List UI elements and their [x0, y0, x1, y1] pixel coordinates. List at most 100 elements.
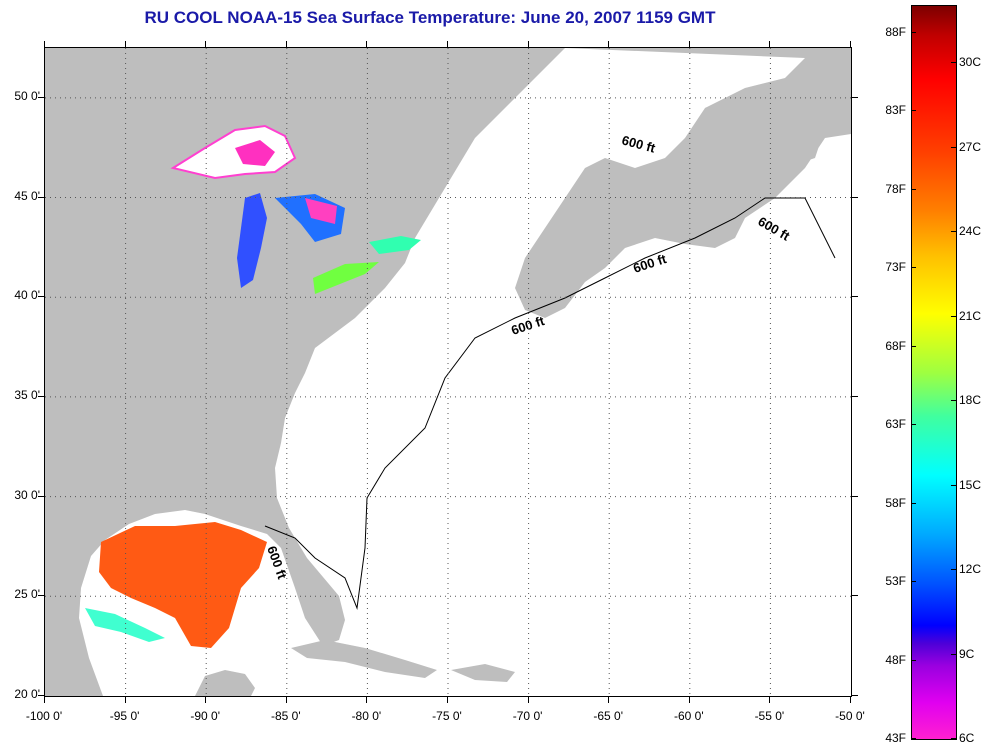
temperature-colorbar [911, 5, 957, 740]
x-tick-label: -85 0' [270, 709, 301, 723]
y-tick-mark [852, 495, 858, 497]
newfoundland-land [705, 88, 825, 168]
y-tick-label: 35 0' [14, 387, 40, 402]
colorbar-celsius-label: 9C [959, 646, 975, 661]
y-tick-label: 25 0' [14, 587, 40, 602]
depth-label-georges-bank: 600 ft [631, 251, 669, 276]
y-tick-mark [38, 695, 44, 696]
colorbar-celsius-label: 6C [959, 731, 975, 745]
colorbar-tick [951, 569, 956, 570]
colorbar-tick [911, 424, 916, 426]
sst-data-layer [85, 124, 421, 648]
x-tick-label: -70 0' [512, 709, 543, 723]
x-tick-mark [124, 697, 126, 703]
x-tick-label: -75 0' [432, 709, 462, 723]
colorbar-tick [951, 231, 956, 232]
y-tick-mark [852, 296, 858, 298]
y-tick-mark [852, 695, 858, 696]
lat-lon-grid [45, 48, 851, 696]
colorbar-tick [951, 400, 956, 401]
colorbar-tick [911, 32, 916, 33]
map-canvas: 600 ft 600 ft 600 ft 600 ft 600 ft [45, 48, 851, 696]
colorbar-tick [911, 267, 916, 269]
colorbar-fahrenheit-label: 83F [885, 103, 906, 118]
x-tick-label: -60 0' [673, 709, 704, 723]
x-tick-mark [44, 697, 45, 703]
northern-canada-land [515, 48, 851, 318]
gulf-sst-cool [85, 608, 165, 642]
x-tick-mark [850, 697, 851, 703]
x-tick-label: -55 0' [754, 709, 785, 723]
cuba-land [291, 640, 437, 678]
x-tick-mark [44, 41, 45, 47]
y-tick-mark [852, 196, 858, 198]
y-tick-mark [852, 395, 858, 397]
gulf-sst-warm [99, 522, 267, 648]
x-tick-mark [447, 41, 448, 47]
y-tick-label: 45 0' [14, 188, 40, 203]
colorbar-tick [951, 146, 956, 148]
colorbar-tick [951, 62, 956, 63]
colorbar-fahrenheit-label: 88F [885, 25, 906, 39]
colorbar-celsius-label: 30C [959, 55, 982, 69]
y-tick-label: 50 0' [14, 88, 40, 103]
lake-erie [313, 262, 379, 294]
colorbar-tick [951, 484, 956, 486]
x-tick-mark [285, 697, 287, 703]
x-tick-label: -50 0' [835, 709, 865, 723]
colorbar-tick [911, 345, 916, 347]
y-tick-mark [38, 96, 44, 98]
lake-ontario [369, 236, 421, 254]
colorbar-celsius-label: 27C [959, 139, 982, 154]
depth-label-gulf-of-st-lawrence: 600 ft [620, 132, 657, 155]
colorbar-tick [911, 581, 916, 583]
land-layer [45, 48, 851, 696]
colorbar-tick [951, 653, 956, 655]
y-tick-label: 20 0' [14, 687, 40, 701]
y-tick-mark [852, 595, 858, 597]
x-tick-label: -65 0' [593, 709, 624, 723]
x-tick-mark [285, 41, 287, 47]
colorbar-celsius-label: 18C [959, 393, 982, 407]
y-tick-label: 30 0' [14, 487, 40, 502]
yucatan-land [195, 670, 255, 696]
colorbar-tick [911, 738, 916, 739]
x-tick-mark [688, 41, 690, 47]
lake-superior-pink [235, 140, 275, 166]
x-tick-mark [688, 697, 690, 703]
colorbar-celsius-label: 12C [959, 562, 982, 576]
x-tick-label: -95 0' [109, 709, 140, 723]
x-tick-mark [366, 41, 368, 47]
colorbar-tick [951, 738, 956, 739]
colorbar-tick [951, 315, 956, 317]
x-tick-mark [769, 41, 771, 47]
colorbar-celsius-label: 15C [959, 477, 982, 492]
x-tick-label: -100 0' [25, 709, 63, 723]
lake-huron-pink [305, 198, 337, 224]
lake-michigan [237, 193, 267, 288]
x-tick-mark [527, 697, 529, 703]
depth-label-grand-banks: 600 ft [756, 214, 793, 244]
depth-label-midatlantic: 600 ft [509, 313, 547, 338]
colorbar-fahrenheit-label: 53F [885, 574, 906, 589]
x-tick-mark [447, 697, 448, 703]
colorbar-fahrenheit-label: 78F [885, 181, 906, 196]
x-tick-mark [850, 41, 851, 47]
x-tick-mark [205, 697, 207, 703]
colorbar-tick [911, 659, 916, 661]
x-tick-mark [366, 697, 368, 703]
x-tick-mark [608, 41, 610, 47]
colorbar-fahrenheit-label: 63F [885, 417, 906, 432]
colorbar-fahrenheit-label: 43F [885, 731, 906, 745]
colorbar-fahrenheit-label: 58F [885, 495, 906, 510]
y-tick-mark [38, 395, 44, 397]
x-tick-mark [527, 41, 529, 47]
x-tick-label: -90 0' [190, 709, 221, 723]
colorbar-fahrenheit-label: 68F [885, 338, 906, 353]
sst-map[interactable]: 600 ft 600 ft 600 ft 600 ft 600 ft [44, 47, 852, 697]
north-america-land [45, 48, 565, 696]
y-tick-mark [38, 196, 44, 198]
colorbar-fahrenheit-label: 73F [885, 260, 906, 275]
x-tick-mark [608, 697, 610, 703]
x-tick-mark [205, 41, 207, 47]
